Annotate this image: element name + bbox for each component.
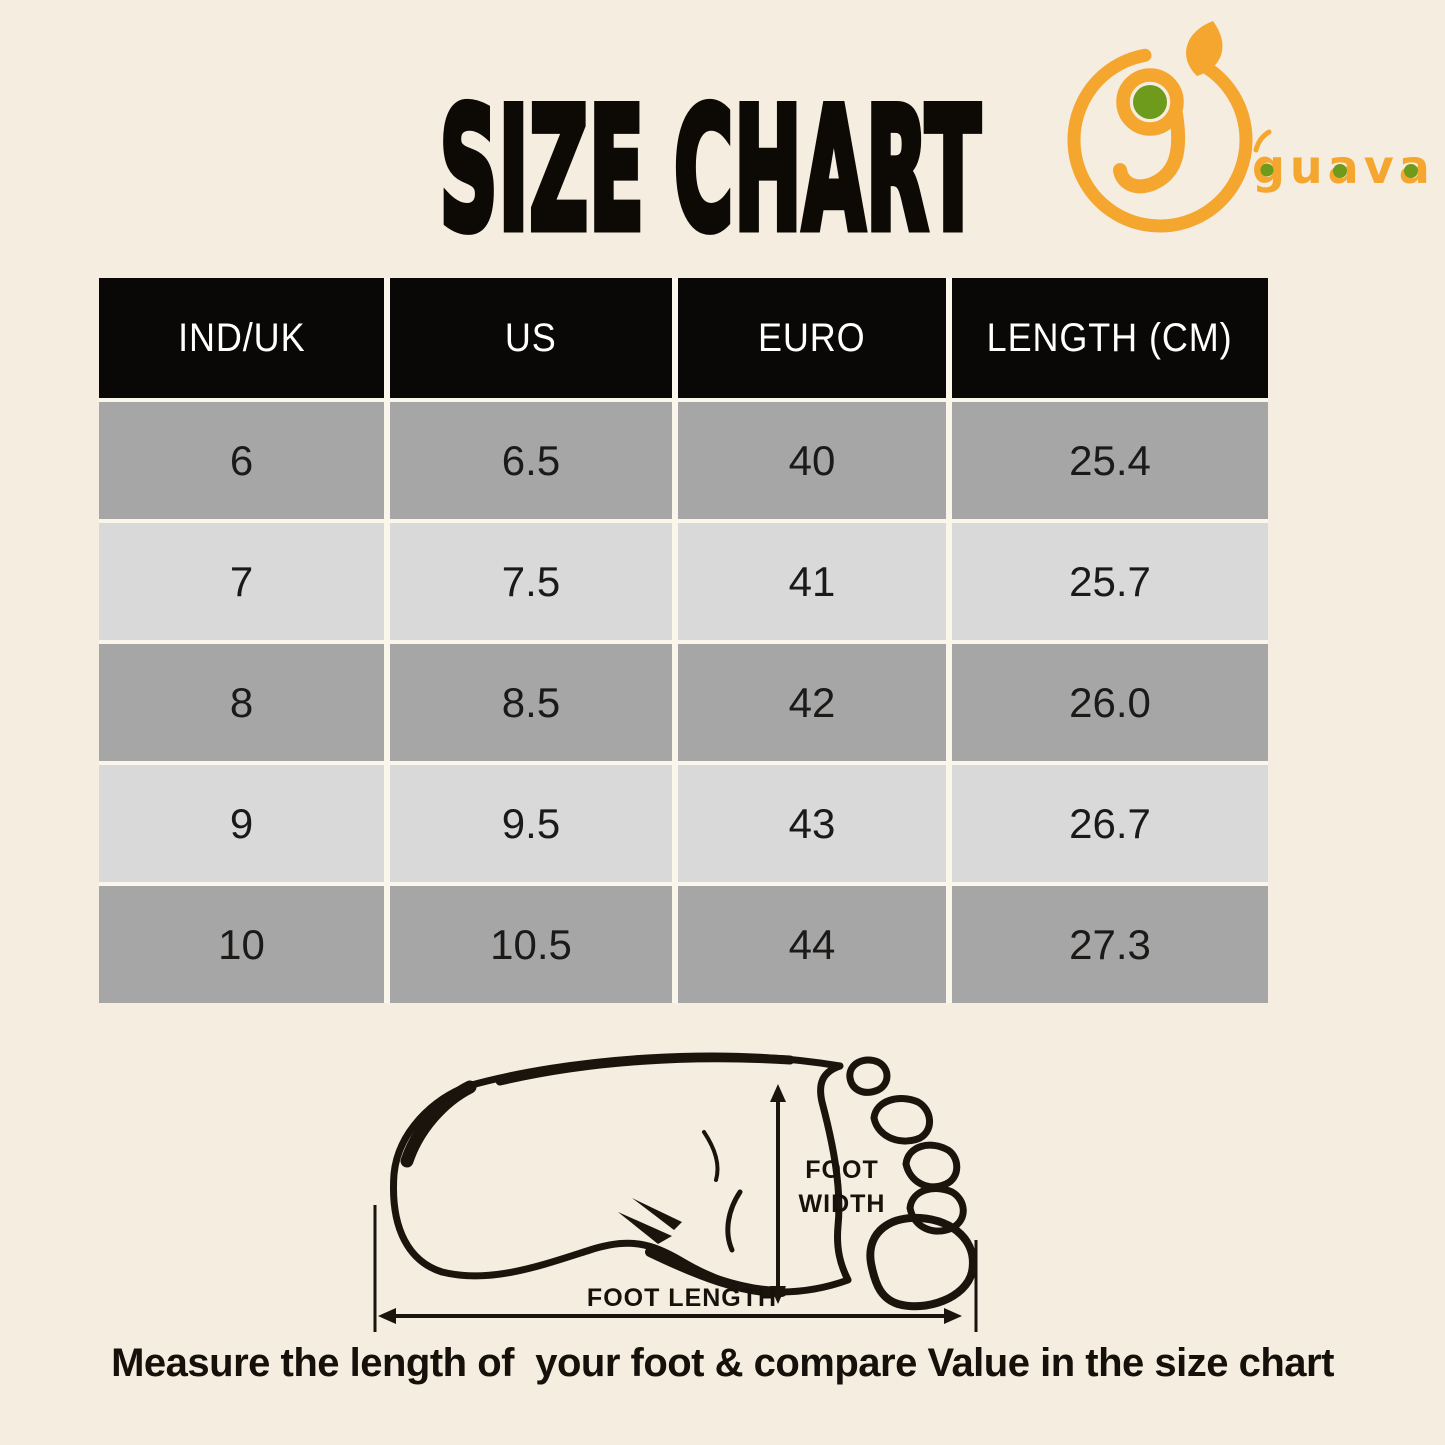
logo-g-bowl [1116,68,1184,136]
table-cell: 8 [99,644,384,761]
foot-toe-4 [906,1185,967,1235]
foot-crease-2 [702,1130,720,1182]
table-cell: 8.5 [390,644,672,761]
foot-diagram-svg: FOOT WIDTH FOOT LENGTH [373,1052,978,1332]
header-cell-euro: EURO [678,278,946,398]
header-cell-ind-uk: IND/UK [99,278,384,398]
foot-toe-2 [870,1095,933,1145]
table-cell: 6.5 [390,402,672,519]
wordmark-dot-a2 [1404,164,1418,178]
foot-width-arrow [770,1084,786,1304]
foot-top-accent [495,1053,795,1086]
table-cell: 26.0 [952,644,1268,761]
guava-logo-svg: guava [1067,21,1430,233]
foot-width-label-2: WIDTH [799,1190,886,1218]
table-cell: 9.5 [390,765,672,882]
page-title: SIZE CHART [437,72,982,268]
foot-toe-1 [846,1056,891,1096]
leaf-icon [1186,21,1223,76]
foot-length-label: FOOT LENGTH [587,1284,777,1312]
header-cell-length: LENGTH (CM) [952,278,1268,398]
guava-logo: guava [1050,18,1445,243]
foot-sliver-2 [632,1198,682,1230]
logo-g-green-dot [1133,85,1167,119]
table-cell: 26.7 [952,765,1268,882]
table-cell: 27.3 [952,886,1268,1003]
foot-crease-1 [725,1189,743,1253]
table-cell: 42 [678,644,946,761]
logo-g-tail [1113,107,1186,194]
wordmark-dot-a1 [1333,164,1347,178]
table-cell: 7 [99,523,384,640]
caption-text: Measure the length of your foot & compar… [111,1341,1334,1385]
wordmark-dot-g [1260,163,1274,177]
table-cell: 10.5 [390,886,672,1003]
foot-length-arrow [378,1308,962,1324]
logo-g-monogram [1113,68,1186,194]
logo-circle [1067,48,1253,233]
foot-heel-accent [400,1080,477,1168]
foot-diagram: FOOT WIDTH FOOT LENGTH [350,1040,1010,1360]
table-cell: 6 [99,402,384,519]
table-cell: 44 [678,886,946,1003]
page-title-wrap: SIZE CHART [435,72,985,271]
table-cell: 43 [678,765,946,882]
foot-toe-3 [902,1141,961,1191]
foot-width-label-1: FOOT [805,1156,878,1184]
table-cell: 40 [678,402,946,519]
table-cell: 9 [99,765,384,882]
foot-ball-accent [645,1247,787,1297]
logo-accent-mark [1253,129,1272,153]
table-cell: 41 [678,523,946,640]
table-cell: 25.7 [952,523,1268,640]
header-cell-us: US [390,278,672,398]
table-cell: 7.5 [390,523,672,640]
table-cell: 10 [99,886,384,1003]
size-chart-table: IND/UK US EURO LENGTH (CM) 6 6.5 40 25.4… [99,278,1268,1003]
foot-sliver-1 [618,1212,672,1244]
foot-big-toe [866,1213,977,1311]
table-cell: 25.4 [952,402,1268,519]
